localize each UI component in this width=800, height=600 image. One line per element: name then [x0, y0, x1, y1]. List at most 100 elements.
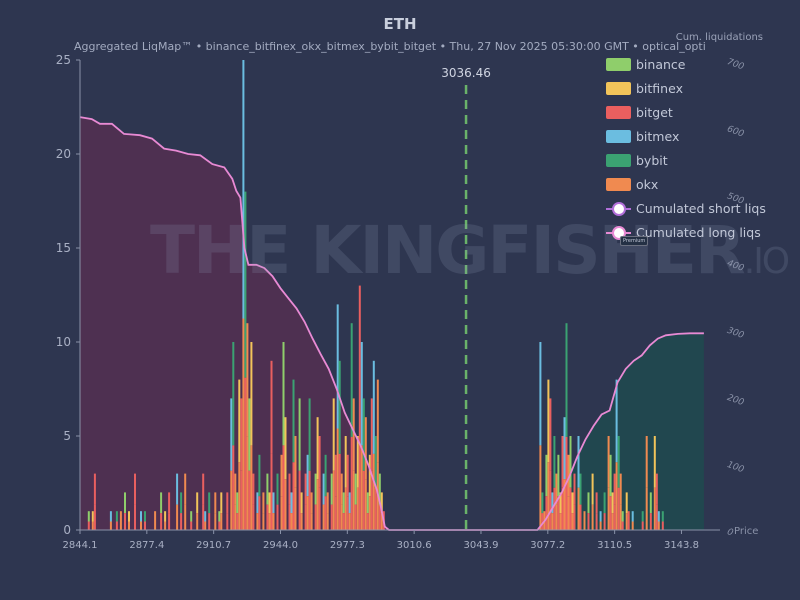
- liq-bar-segment: [350, 436, 353, 530]
- liq-bar-segment: [240, 470, 243, 530]
- liq-bar: [571, 492, 574, 514]
- liq-bar-segment: [124, 513, 126, 530]
- liq-bar-segment: [613, 504, 616, 530]
- liq-bar: [657, 511, 660, 522]
- liq-bar-segment: [288, 504, 291, 530]
- legend-item-bitfinex[interactable]: bitfinex: [606, 76, 766, 100]
- liq-bar-segment: [621, 521, 624, 530]
- liq-bar-segment: [352, 470, 355, 530]
- liq-bar-segment: [248, 470, 251, 530]
- liq-bar: [346, 454, 349, 497]
- liq-bar-segment: [360, 445, 363, 530]
- liq-bar-segment: [334, 496, 337, 530]
- liq-bar: [549, 398, 552, 471]
- y-right-tick-label: 300: [726, 326, 746, 341]
- liq-bar-segment: [641, 521, 644, 530]
- liq-bar-segment: [262, 513, 265, 530]
- liq-bar: [292, 379, 295, 463]
- price-badge: Premium: [620, 236, 649, 246]
- liq-bar: [372, 360, 375, 454]
- liq-bar: [376, 379, 379, 463]
- y-tick-label: 0: [63, 523, 71, 537]
- liq-bar-segment: [87, 521, 90, 530]
- liq-bar: [109, 511, 112, 522]
- liq-bar: [551, 492, 554, 514]
- liq-bar: [268, 492, 271, 514]
- legend-item-bitmex[interactable]: bitmex: [606, 124, 766, 148]
- liq-bar: [250, 342, 253, 446]
- liq-bar: [256, 492, 259, 514]
- liq-bar: [350, 323, 353, 437]
- liq-bar-segment: [91, 521, 94, 530]
- liq-bar: [348, 492, 351, 514]
- liq-bar-segment: [346, 496, 349, 530]
- liq-bar-segment: [380, 513, 383, 530]
- liq-bar-segment: [338, 453, 341, 530]
- legend-label-cumulated-long: Cumulated long liqs: [636, 224, 761, 240]
- liq-bar-segment: [372, 453, 375, 530]
- liq-bar-segment: [300, 513, 303, 530]
- legend-item-bybit[interactable]: bybit: [606, 148, 766, 172]
- liq-bar-segment: [370, 470, 373, 530]
- x-axis-label: Price: [734, 526, 758, 537]
- y-tick-label: 10: [56, 335, 71, 349]
- legend-item-bitget[interactable]: bitget: [606, 100, 766, 124]
- liq-bar-segment: [569, 487, 572, 530]
- liq-bar-segment: [284, 479, 287, 530]
- liq-bar-segment: [214, 513, 217, 530]
- legend-item-okx[interactable]: okx: [606, 172, 766, 196]
- liq-bar-segment: [128, 521, 130, 530]
- liq-bar-segment: [304, 504, 307, 530]
- liq-bar-segment: [599, 521, 602, 530]
- cumulative-fills: [80, 117, 704, 530]
- liq-bar-segment: [330, 504, 333, 530]
- liq-bar-segment: [378, 504, 381, 530]
- legend-item-binance[interactable]: binance: [606, 52, 766, 76]
- liq-bar: [284, 417, 287, 480]
- liq-bar: [595, 492, 598, 514]
- liq-bar: [140, 511, 142, 522]
- liq-bar-segment: [168, 513, 171, 530]
- liq-bar: [330, 473, 333, 505]
- liq-bar: [318, 436, 321, 488]
- liq-bar: [246, 323, 249, 437]
- liq-bar: [252, 473, 255, 505]
- liq-bar-segment: [356, 487, 359, 530]
- liq-bar: [208, 492, 211, 514]
- liq-bar: [202, 473, 205, 505]
- liq-bar-segment: [314, 504, 317, 530]
- legend-label-bitfinex: bitfinex: [636, 80, 683, 96]
- liq-bar: [266, 473, 269, 505]
- liq-bar: [306, 454, 309, 497]
- cumulated-short-line: [466, 332, 704, 531]
- liq-bar: [304, 473, 307, 505]
- liq-bar-segment: [661, 521, 664, 530]
- legend-swatch-okx: [606, 177, 631, 191]
- legend-item-cumulated-short[interactable]: Cumulated short liqs: [606, 196, 766, 220]
- liq-bar-segment: [587, 513, 590, 530]
- liq-bar: [168, 492, 171, 514]
- liq-bar-segment: [160, 513, 163, 530]
- legend-swatch-bitmex: [606, 129, 631, 143]
- liq-bar: [621, 511, 624, 522]
- liq-bar: [603, 492, 606, 514]
- liq-bar: [338, 360, 341, 454]
- liq-bar: [160, 492, 163, 514]
- chart-title: ETH: [383, 15, 417, 33]
- axes: 2844.1 2877.4 2910.7 2944.0 2977.3 3010.6 3043…: [56, 53, 759, 551]
- liq-bar: [226, 492, 229, 514]
- liq-bar-segment: [310, 513, 313, 530]
- liq-bar-segment: [541, 513, 544, 530]
- liq-bar-segment: [276, 504, 279, 530]
- liq-bar-segment: [579, 504, 582, 530]
- y-right-tick-label: 100: [726, 460, 746, 475]
- liq-bar-segment: [348, 513, 351, 530]
- y-right-tick-label: 200: [726, 393, 746, 408]
- x-tick-label: 2877.4: [129, 540, 164, 551]
- liq-bar-segment: [190, 521, 193, 530]
- liq-bar-segment: [236, 513, 239, 530]
- liq-bar: [288, 473, 291, 505]
- liq-bar: [591, 473, 594, 505]
- liq-bar-segment: [563, 479, 566, 530]
